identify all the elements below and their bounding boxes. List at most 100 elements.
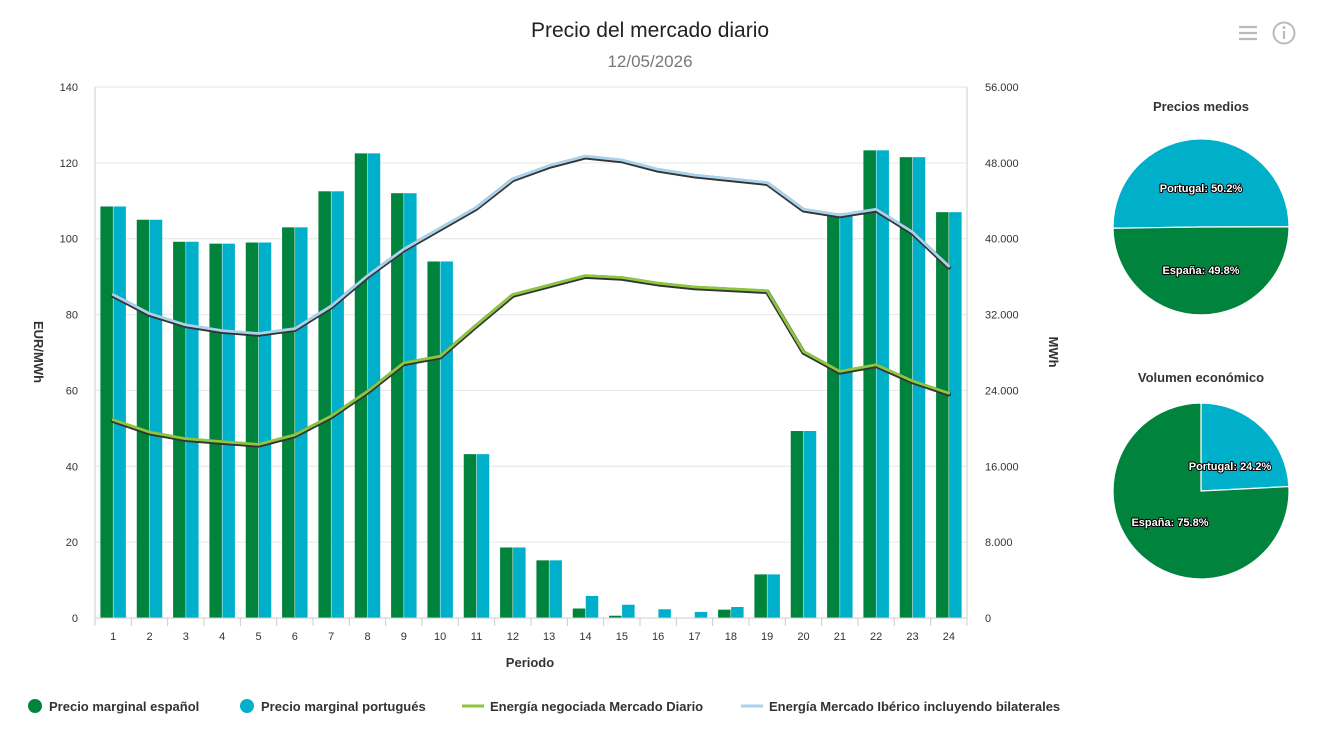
y-tick-label: 100: [60, 234, 78, 246]
bar-pt: [404, 193, 417, 618]
pie-volumen-economico: Portugal: 24.2% España: 75.8%: [1112, 402, 1290, 580]
y2-tick-label: 40.000: [985, 234, 1019, 246]
bar-pt: [440, 261, 453, 618]
bar-pt: [622, 604, 635, 618]
bar-es: [100, 206, 113, 618]
bar-pt: [549, 560, 562, 618]
axes: 02040608010012014008.00016.00024.00032.0…: [60, 82, 1019, 643]
x-tick-label: 6: [292, 631, 298, 643]
x-tick-label: 12: [507, 631, 519, 643]
legend-label: Energía Mercado Ibérico incluyendo bilat…: [769, 699, 1060, 714]
bar-pt: [258, 242, 272, 618]
bar-pt: [767, 574, 780, 618]
y2-tick-label: 0: [985, 613, 991, 625]
bar-es: [790, 431, 804, 618]
pie-slice[interactable]: [1112, 402, 1290, 580]
info-icon[interactable]: [1272, 21, 1296, 45]
bar-series-layer: [100, 150, 962, 619]
line-series-1: [111, 154, 951, 335]
y2-tick-label: 32.000: [985, 310, 1019, 322]
bar-es: [827, 213, 840, 619]
bar-es: [427, 261, 440, 618]
bar-es: [209, 243, 222, 618]
pie-slice[interactable]: [1112, 138, 1290, 229]
x-tick-label: 4: [219, 631, 225, 643]
x-tick-label: 14: [579, 631, 591, 643]
y2-tick-label: 8.000: [985, 537, 1013, 549]
pie-precios-medios: Portugal: 50.2% España: 49.8%: [1112, 138, 1290, 316]
bar-es: [718, 609, 731, 618]
bar-pt: [513, 547, 526, 618]
y-axis-title: EUR/MWh: [31, 321, 46, 383]
legend-label: Energía negociada Mercado Diario: [490, 699, 703, 714]
bar-pt: [186, 241, 199, 618]
bar-pt: [585, 596, 599, 618]
bar-pt: [731, 607, 744, 618]
bar-es: [354, 153, 368, 618]
y-tick-label: 0: [72, 613, 78, 625]
bar-es: [463, 454, 477, 618]
legend-marker: [28, 699, 42, 713]
legend-item[interactable]: Energía Mercado Ibérico incluyendo bilat…: [741, 699, 1060, 714]
y2-tick-label: 56.000: [985, 82, 1019, 94]
legend-item[interactable]: Precio marginal portugués: [240, 699, 426, 714]
bar-es: [136, 219, 150, 618]
x-tick-label: 7: [328, 631, 334, 643]
bar-es: [899, 157, 913, 619]
bar-pt: [840, 213, 853, 619]
hamburger-menu-icon[interactable]: [1234, 20, 1262, 46]
line-series-0: [111, 274, 951, 446]
x-tick-label: 1: [110, 631, 116, 643]
x-axis-title: Periodo: [506, 655, 554, 670]
bar-pt: [949, 212, 962, 618]
y-tick-label: 140: [60, 82, 78, 94]
bar-pt: [476, 454, 490, 618]
x-tick-label: 9: [401, 631, 407, 643]
x-tick-label: 15: [616, 631, 628, 643]
bar-es: [391, 193, 404, 618]
y-tick-label: 60: [66, 385, 78, 397]
x-tick-label: 20: [797, 631, 809, 643]
bar-es: [282, 227, 295, 619]
pie-slice-label: España: 49.8%: [1162, 265, 1239, 277]
bar-es: [609, 615, 622, 618]
legend-item[interactable]: Precio marginal español: [28, 699, 199, 714]
y-tick-label: 20: [66, 537, 78, 549]
x-tick-label: 19: [761, 631, 773, 643]
y-tick-label: 120: [60, 158, 78, 170]
x-tick-label: 24: [943, 631, 955, 643]
bar-pt: [803, 431, 817, 618]
y-tick-label: 80: [66, 310, 78, 322]
y-tick-label: 40: [66, 461, 78, 473]
bar-es: [318, 191, 331, 618]
bar-pt: [658, 609, 671, 618]
bar-pt: [222, 243, 235, 618]
bar-es: [572, 608, 586, 618]
pie-slice[interactable]: [1112, 226, 1290, 316]
pie-slice[interactable]: [1200, 402, 1290, 492]
x-tick-label: 22: [870, 631, 882, 643]
pie-precios-title: Precios medios: [1153, 99, 1249, 114]
pie-slice-label: Portugal: 50.2%: [1160, 183, 1243, 195]
legend-item[interactable]: Energía negociada Mercado Diario: [462, 699, 703, 714]
bar-es: [173, 241, 186, 618]
y2-tick-label: 48.000: [985, 158, 1019, 170]
line-series-layer: [110, 154, 952, 448]
legend-label: Precio marginal español: [49, 699, 199, 714]
x-tick-label: 8: [364, 631, 370, 643]
x-tick-label: 21: [834, 631, 846, 643]
line-shadow: [110, 154, 952, 337]
bar-pt: [876, 150, 889, 619]
bar-es: [936, 212, 949, 618]
bar-es: [536, 560, 549, 618]
bar-es: [245, 242, 259, 618]
pie-slice-label: Portugal: 24.2%: [1189, 461, 1272, 473]
pie-slice-label: España: 75.8%: [1131, 517, 1208, 529]
bar-pt: [149, 219, 163, 618]
x-tick-label: 23: [906, 631, 918, 643]
pie-volumen-title: Volumen económico: [1138, 370, 1264, 385]
grid-lines: [95, 86, 967, 619]
bar-es: [500, 547, 513, 618]
bar-pt: [331, 191, 344, 618]
bar-pt: [912, 157, 926, 619]
